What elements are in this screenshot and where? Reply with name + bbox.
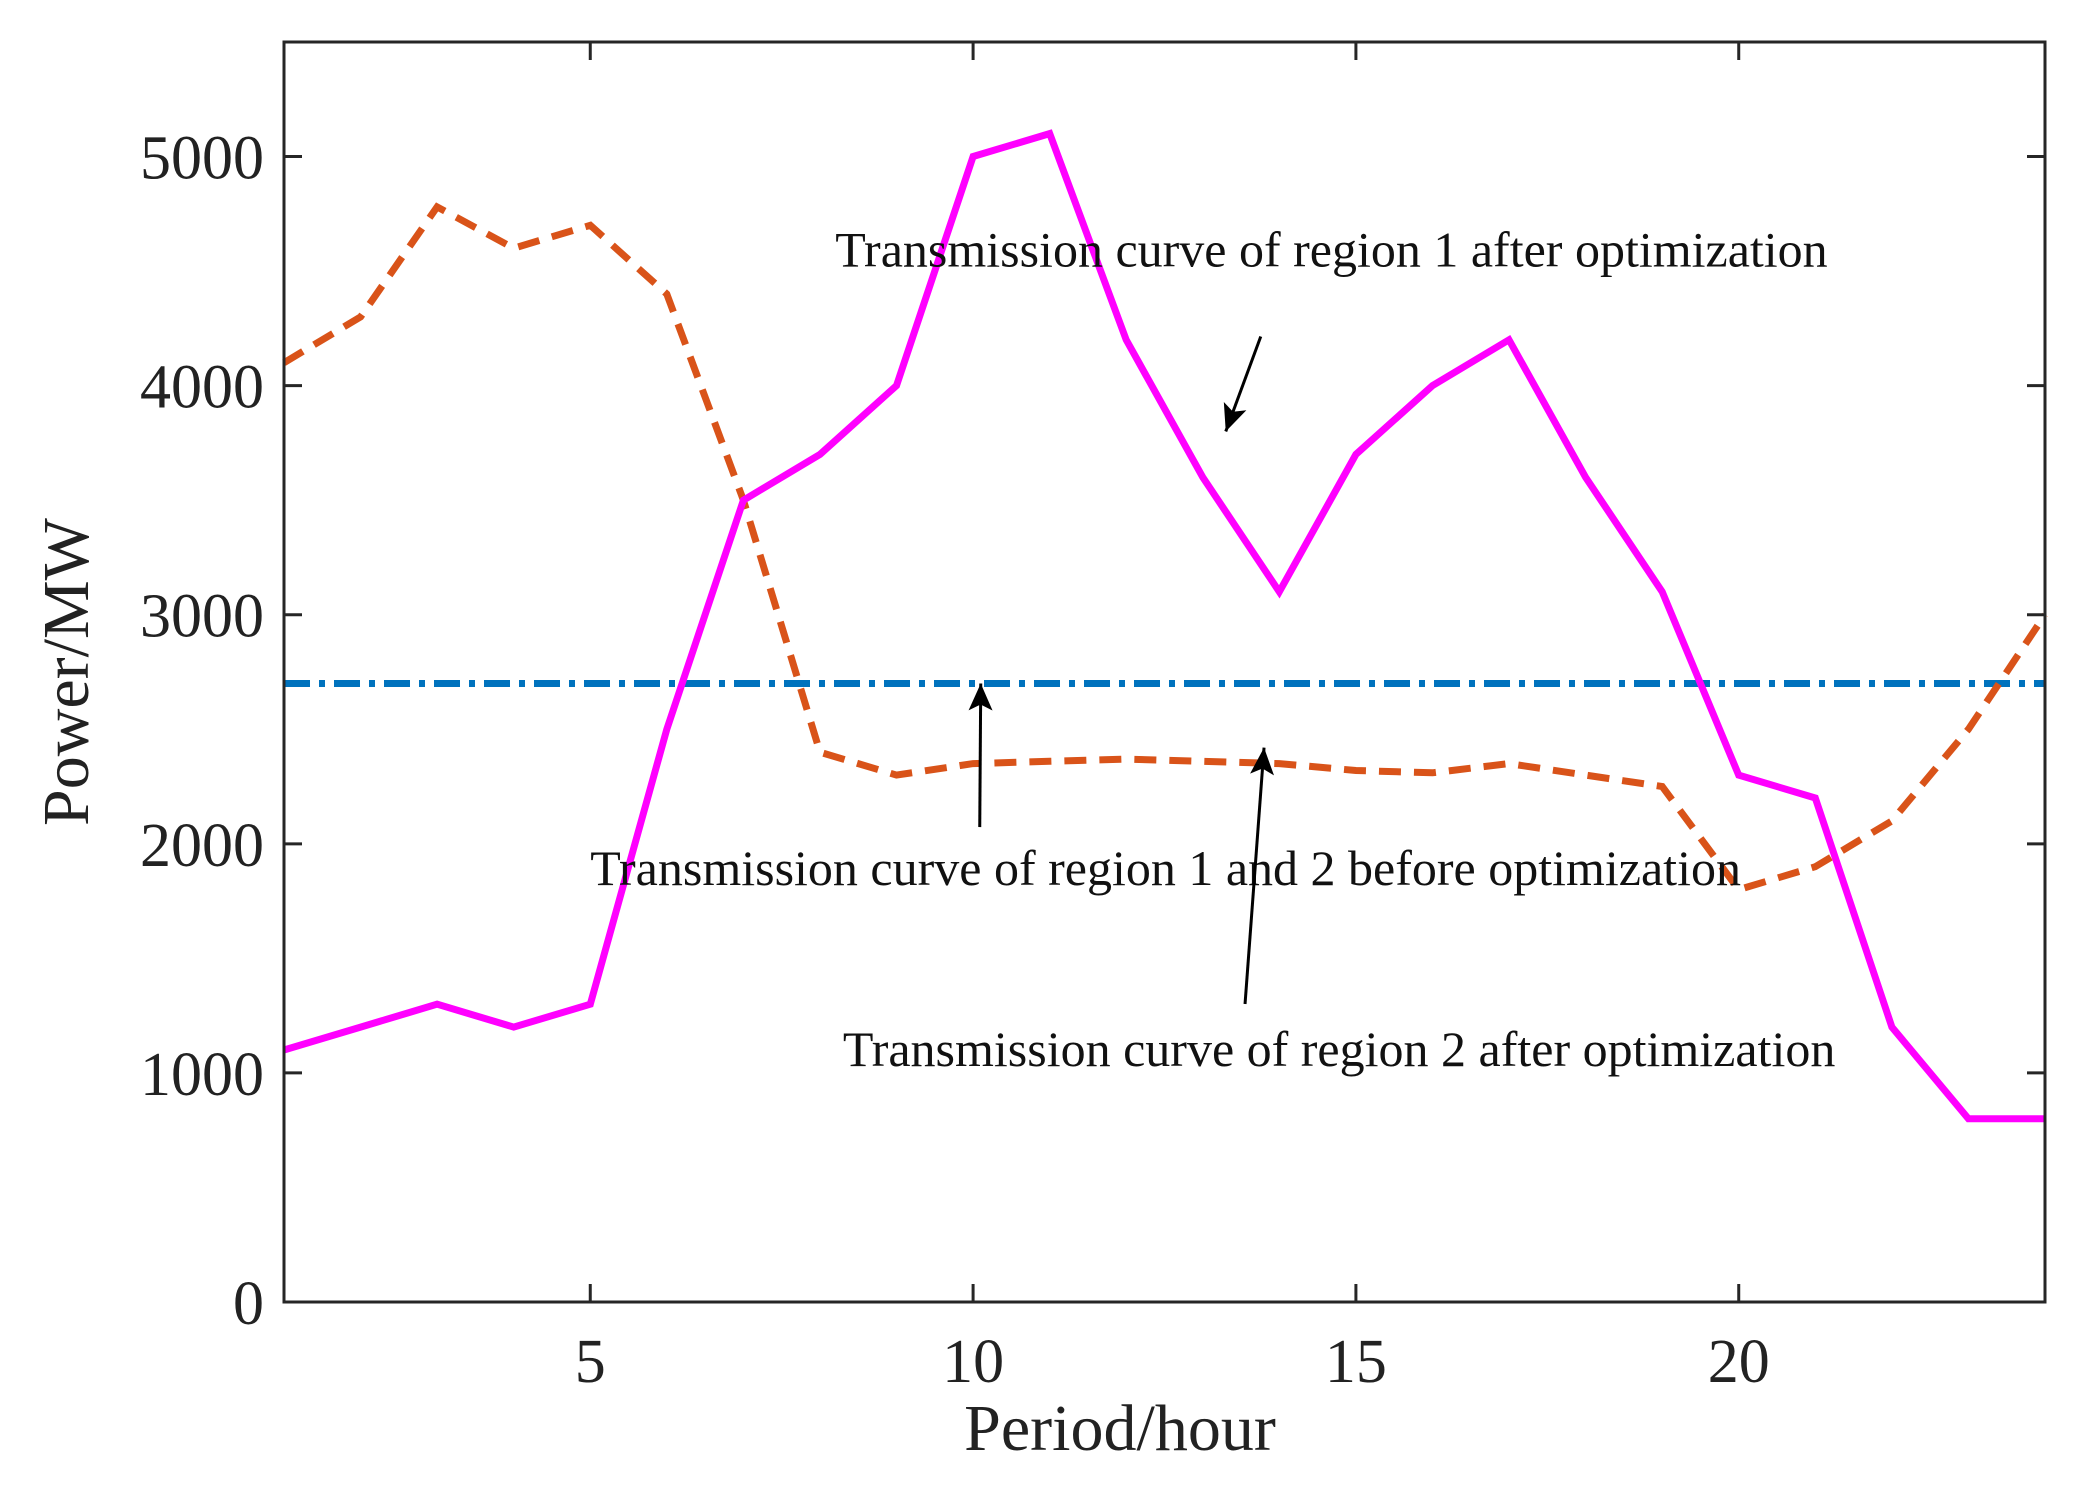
annotation-label-2: Transmission curve of region 1 and 2 bef… [590, 840, 1741, 896]
series-layer [282, 129, 2048, 1123]
y-tick-label: 3000 [140, 583, 264, 651]
x-tick-label: 5 [575, 1328, 606, 1396]
tick-layer: 5 10 15 20 0 1000 2000 3000 4000 5000 [140, 42, 2045, 1396]
x-tick-label: 20 [1708, 1328, 1770, 1396]
y-tick-label: 1000 [140, 1041, 264, 1109]
y-tick-label: 4000 [140, 354, 264, 422]
y-tick-label: 5000 [140, 125, 264, 193]
y-tick-label: 2000 [140, 812, 264, 880]
annotation-arrow-2 [968, 683, 993, 828]
series-line-1 [282, 129, 2045, 1123]
x-tick-label: 10 [942, 1328, 1004, 1396]
annotation-layer: Transmission curve of region 1 after opt… [590, 222, 1835, 1078]
x-tick-label: 15 [1325, 1328, 1387, 1396]
x-axis-title: Period/hour [964, 1392, 1276, 1465]
y-tick-label: 0 [233, 1270, 264, 1338]
plot-area [284, 42, 2045, 1302]
series-line-2 [282, 202, 2048, 894]
annotation-arrow-3 [1243, 747, 1275, 1005]
annotation-label-3: Transmission curve of region 2 after opt… [843, 1021, 1835, 1077]
annotation-arrow-1 [1223, 335, 1263, 432]
y-axis-title: Power/MW [30, 517, 103, 826]
annotation-label-1: Transmission curve of region 1 after opt… [835, 222, 1827, 278]
plot-frame [282, 40, 2047, 1304]
